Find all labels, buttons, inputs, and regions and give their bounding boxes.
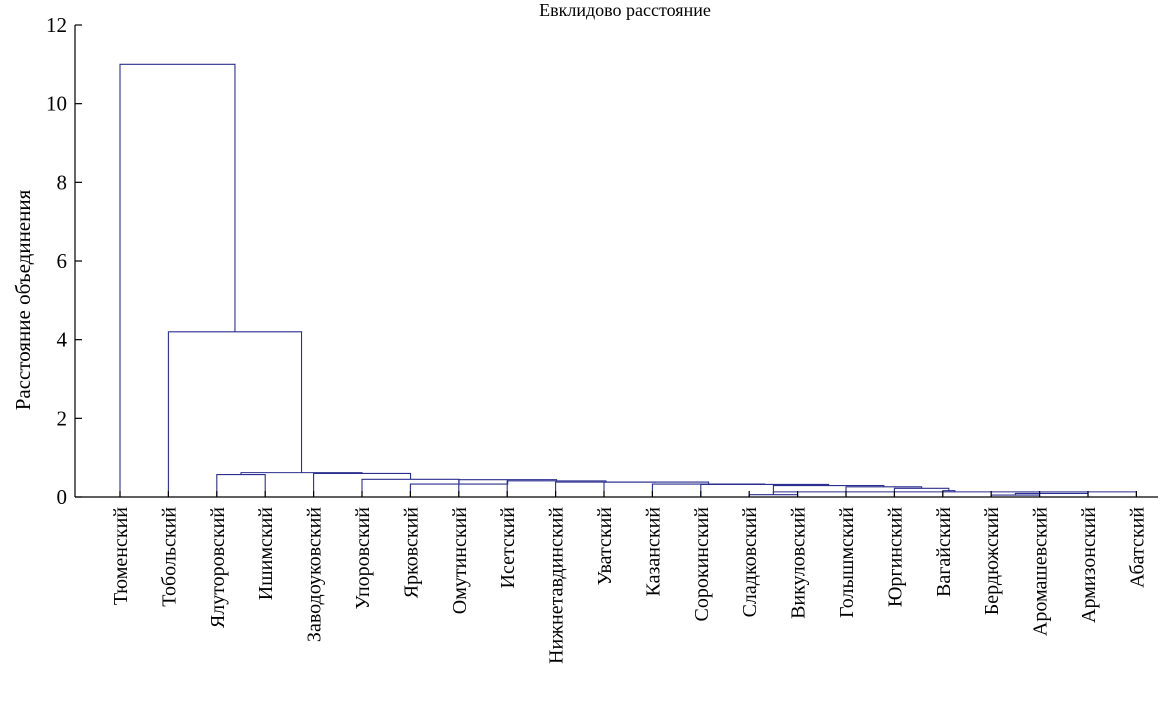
dendrogram-link bbox=[506, 480, 607, 497]
dendrogram-link bbox=[893, 487, 950, 497]
leaf-label: Сорокинский bbox=[691, 507, 713, 622]
y-tick-label: 8 bbox=[57, 170, 68, 194]
y-tick-label: 6 bbox=[57, 249, 68, 273]
leaf-label: Тобольский bbox=[158, 507, 180, 607]
leaf-label: Абатский bbox=[1126, 507, 1148, 588]
y-tick-label: 4 bbox=[57, 328, 68, 352]
y-tick-label: 12 bbox=[46, 13, 67, 37]
dendrogram-links bbox=[119, 63, 1137, 497]
leaf-label: Тюменский bbox=[110, 507, 132, 605]
leaf-label: Нижнетавдинский bbox=[546, 507, 568, 664]
y-axis-label: Расстояние объединения bbox=[11, 189, 35, 410]
leaf-label: Ялуторовский bbox=[207, 507, 229, 628]
leaf-label: Бердюжский bbox=[981, 507, 1003, 615]
leaf-label: Вагайский bbox=[933, 507, 955, 597]
y-tick-label: 0 bbox=[57, 485, 68, 509]
leaf-label: Голышмский bbox=[836, 507, 858, 618]
axes bbox=[74, 25, 1158, 498]
leaf-label: Викуловский bbox=[788, 507, 810, 619]
leaf-label: Сладковский bbox=[739, 507, 761, 618]
leaf-label: Ишимский bbox=[255, 507, 277, 601]
leaf-label: Аромашевский bbox=[1030, 507, 1052, 636]
dendrogram-link bbox=[555, 481, 657, 497]
leaf-label: Заводоуковский bbox=[304, 507, 326, 642]
leaf-labels: Тюменский Тобольский Ялуторовский Ишимский З… bbox=[110, 491, 1148, 664]
leaf-label: Уватский bbox=[594, 507, 616, 586]
y-tick-label: 2 bbox=[57, 406, 68, 430]
dendrogram-link bbox=[651, 483, 766, 497]
dendrogram-link bbox=[772, 491, 1137, 497]
y-ticks: 0 2 4 6 8 10 12 bbox=[46, 13, 82, 509]
leaf-label: Юргинский bbox=[884, 507, 906, 607]
leaf-label: Армизонский bbox=[1078, 507, 1100, 623]
dendrogram-link bbox=[603, 481, 710, 497]
leaf-label: Казанский bbox=[642, 507, 664, 597]
leaf-label: Исетский bbox=[497, 507, 519, 589]
dendrogram-link bbox=[458, 479, 558, 497]
leaf-label: Омутинский bbox=[449, 507, 471, 615]
y-tick-label: 10 bbox=[46, 92, 67, 116]
leaf-label: Ярковский bbox=[400, 507, 422, 599]
dendrogram-link bbox=[216, 474, 266, 497]
chart-title: Евклидово расстояние bbox=[539, 0, 711, 20]
leaf-label: Упоровский bbox=[352, 507, 374, 610]
dendrogram-link bbox=[119, 63, 236, 497]
